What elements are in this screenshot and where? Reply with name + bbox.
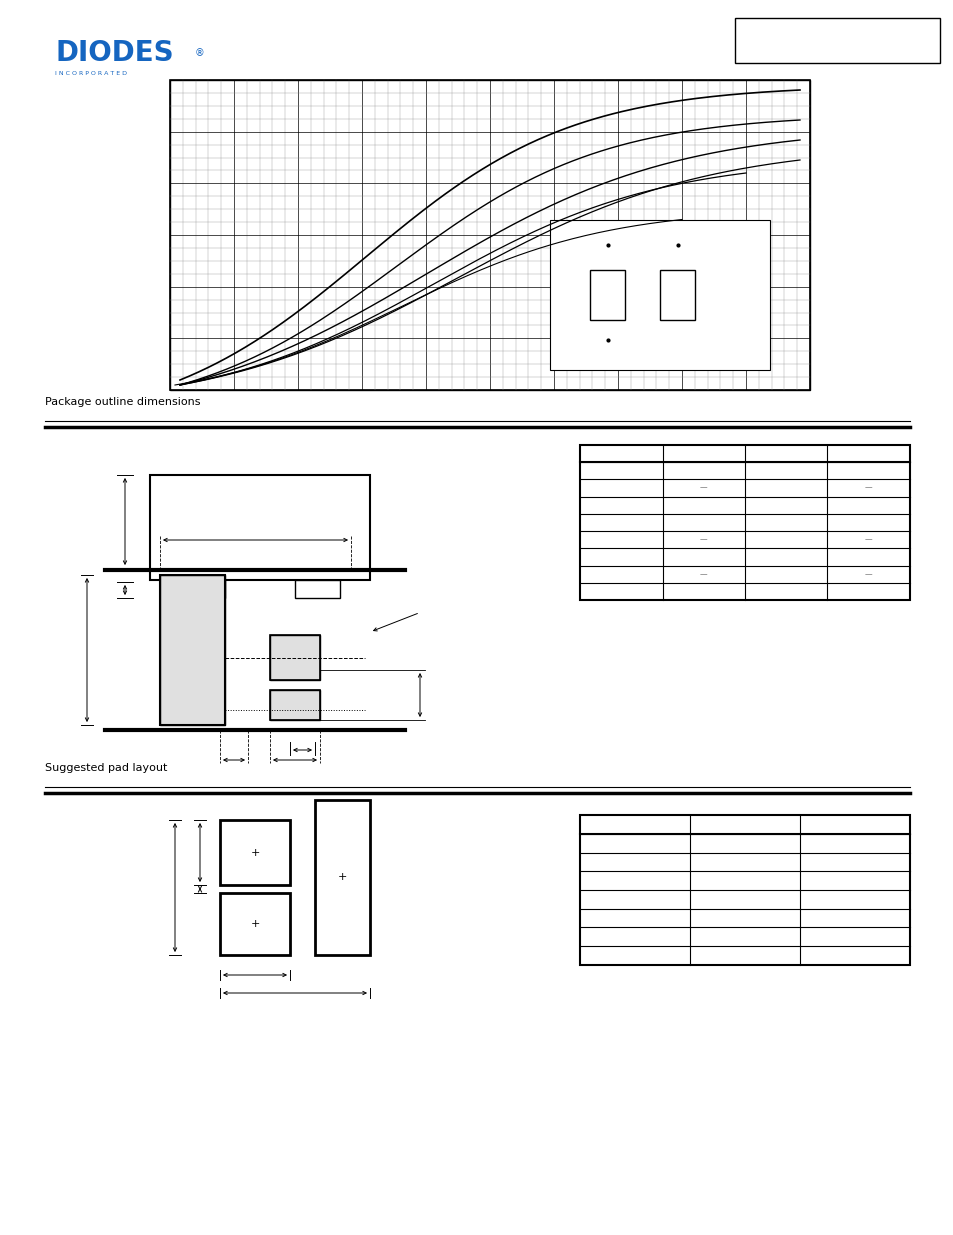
Text: —: —	[864, 484, 872, 493]
Bar	[150, 475, 370, 580]
Bar	[270, 690, 319, 720]
Bar	[270, 635, 319, 680]
Bar	[550, 220, 769, 370]
Text: —: —	[700, 569, 707, 579]
Bar	[314, 800, 370, 955]
Bar	[180, 580, 225, 598]
Bar	[160, 576, 225, 725]
Bar	[170, 80, 809, 390]
Bar	[579, 815, 909, 965]
Text: DIODES: DIODES	[55, 40, 173, 67]
Text: +: +	[250, 919, 259, 929]
Bar	[659, 270, 695, 320]
Text: ®: ®	[194, 48, 205, 58]
Text: —: —	[700, 535, 707, 545]
Bar	[220, 820, 290, 885]
Text: +: +	[250, 847, 259, 857]
Text: Suggested pad layout: Suggested pad layout	[45, 763, 167, 773]
Text: —: —	[864, 569, 872, 579]
Text: —: —	[864, 535, 872, 545]
Bar	[170, 80, 809, 390]
Bar	[294, 580, 339, 598]
Bar	[579, 445, 909, 600]
Text: Package outline dimensions: Package outline dimensions	[45, 396, 200, 408]
Bar	[270, 690, 319, 720]
Bar	[734, 19, 939, 63]
Bar	[270, 635, 319, 680]
Bar	[160, 576, 225, 725]
Bar	[220, 893, 290, 955]
Text: +: +	[337, 872, 347, 883]
Text: I N C O R P O R A T E D: I N C O R P O R A T E D	[55, 70, 127, 75]
Text: —: —	[700, 484, 707, 493]
Bar	[589, 270, 624, 320]
